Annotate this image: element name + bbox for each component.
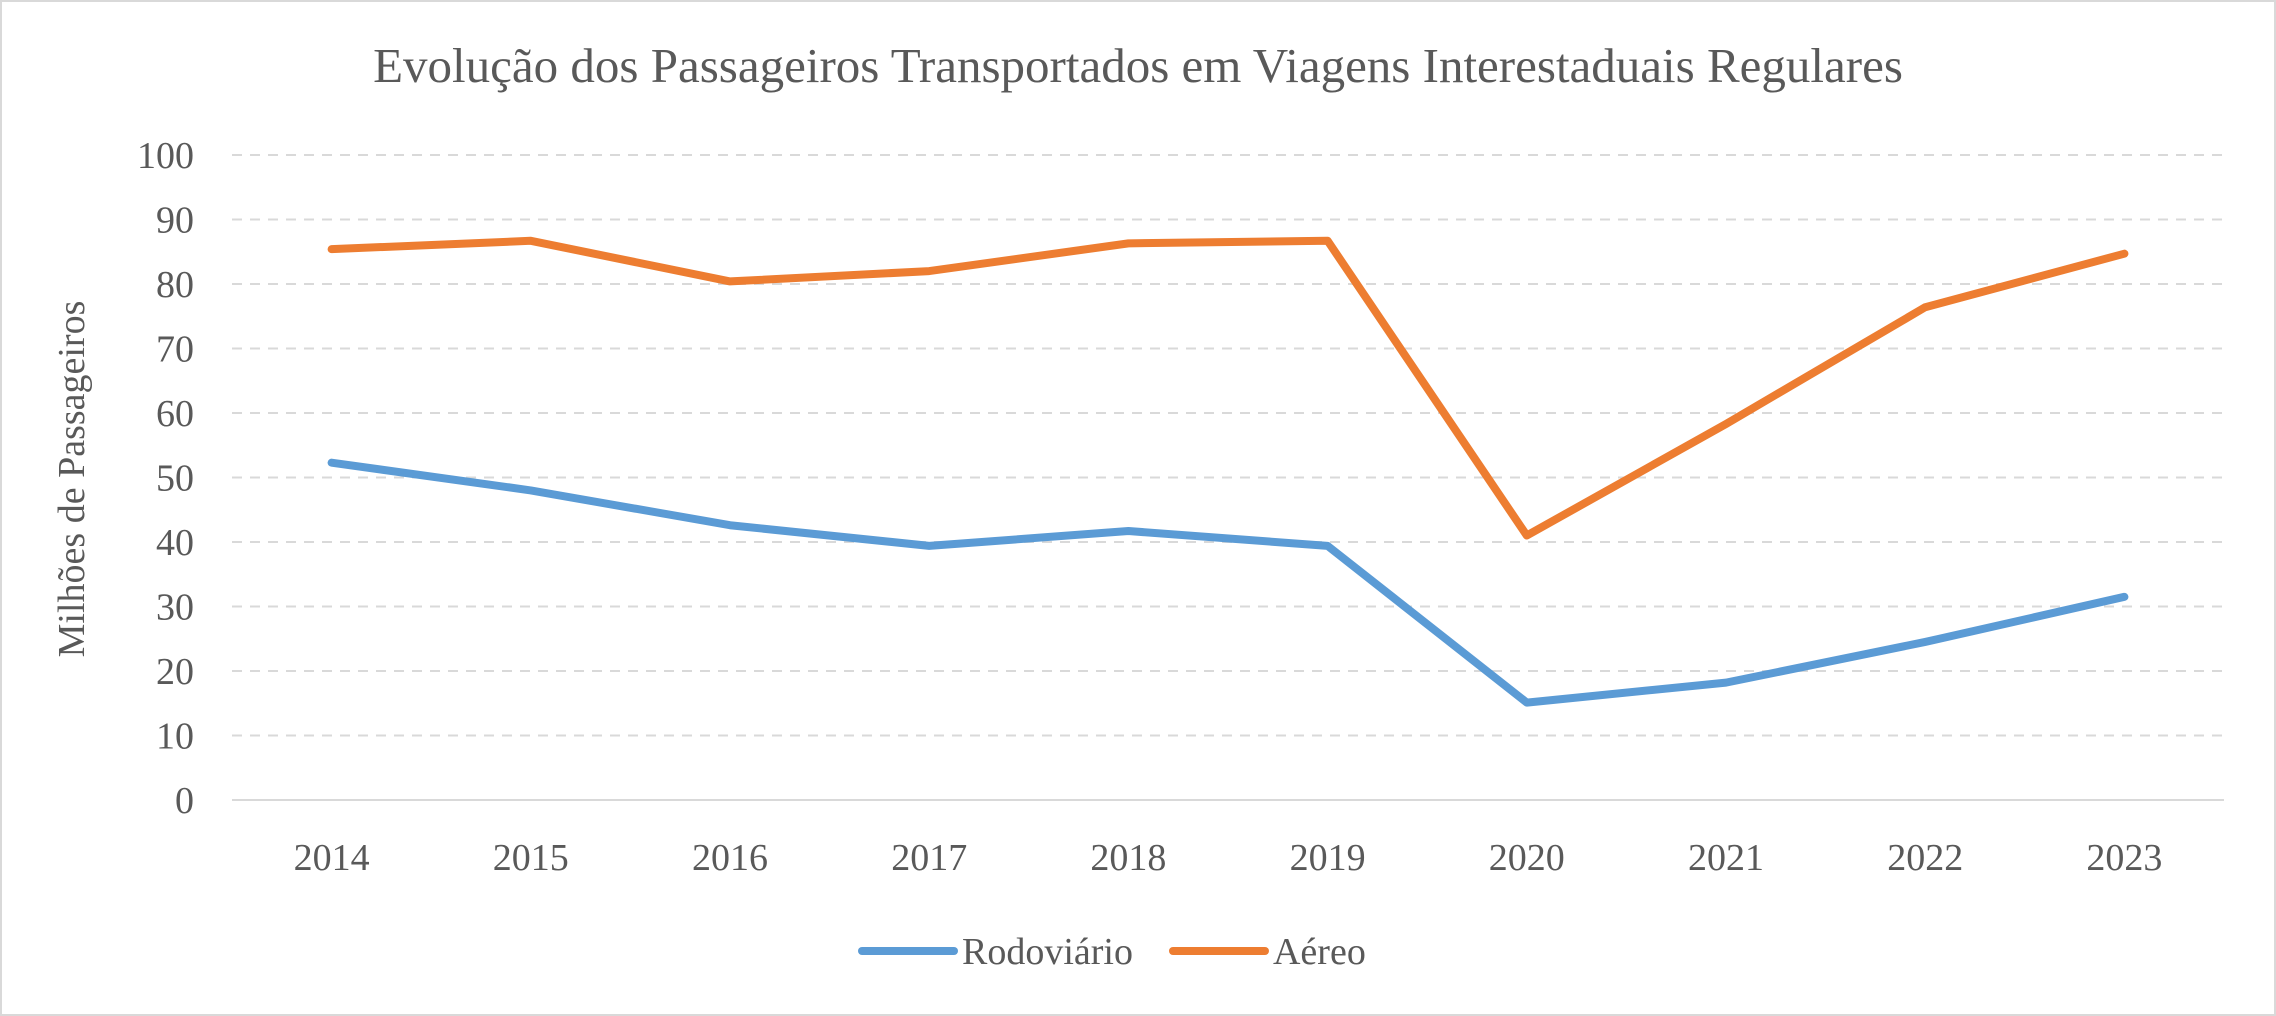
y-tick-label: 100: [137, 135, 194, 177]
y-axis-label: Milhões de Passageiros: [51, 301, 93, 658]
y-tick-label: 60: [156, 393, 194, 435]
y-tick-label: 50: [156, 458, 194, 500]
x-tick-label: 2016: [692, 837, 768, 879]
y-tick-label: 30: [156, 587, 194, 629]
x-tick-label: 2014: [294, 837, 370, 879]
x-tick-label: 2018: [1090, 837, 1166, 879]
y-tick-label: 10: [156, 716, 194, 758]
x-tick-label: 2015: [493, 837, 569, 879]
series-line-rodoviário: [327, 458, 2129, 707]
y-tick-label: 70: [156, 329, 194, 371]
legend-label: Rodoviário: [962, 931, 1133, 973]
x-tick-label: 2020: [1489, 837, 1565, 879]
x-tick-label: 2017: [891, 837, 967, 879]
x-tick-label: 2021: [1688, 837, 1764, 879]
y-tick-label: 40: [156, 522, 194, 564]
x-tick-label: 2019: [1290, 837, 1366, 879]
y-tick-label: 90: [156, 200, 194, 242]
y-tick-label: 20: [156, 651, 194, 693]
y-tick-label: 0: [175, 780, 194, 822]
chart-title: Evolução dos Passageiros Transportados e…: [373, 38, 1903, 93]
x-tick-label: 2023: [2086, 837, 2162, 879]
series-line-aéreo: [327, 236, 2129, 540]
x-tick-label: 2022: [1887, 837, 1963, 879]
legend-label: Aéreo: [1273, 931, 1366, 973]
y-tick-label: 80: [156, 264, 194, 306]
